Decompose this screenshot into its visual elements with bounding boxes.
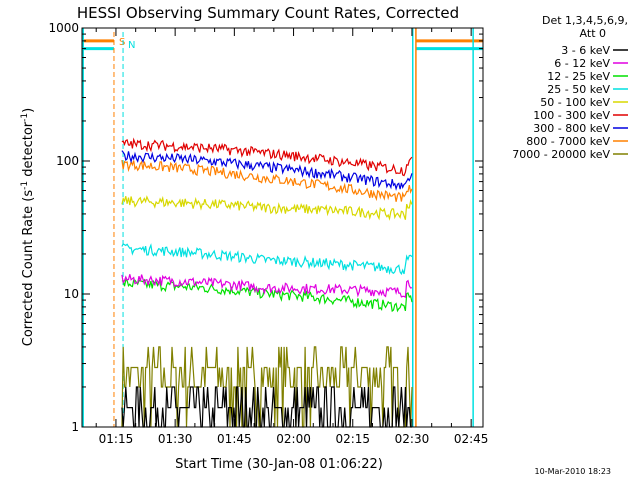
- plot-frame: [81, 27, 484, 428]
- marker-label: N: [128, 40, 135, 51]
- legend-label: 7000 - 20000 keV: [512, 148, 610, 161]
- chart-title: HESSI Observing Summary Count Rates, Cor…: [77, 4, 459, 22]
- y-axis-label-sup2: -1: [20, 113, 30, 122]
- x-tick-label: 01:30: [158, 432, 193, 446]
- legend-label: 100 - 300 keV: [533, 109, 610, 122]
- legend-header-line1: Det 1,3,4,5,6,9,: [542, 14, 628, 27]
- y-axis-label-sup1: -1: [20, 181, 30, 190]
- x-tick-label: 01:15: [99, 432, 134, 446]
- legend-label: 12 - 25 keV: [547, 70, 610, 83]
- legend-label: 25 - 50 keV: [547, 83, 610, 96]
- x-tick-label: 02:15: [335, 432, 370, 446]
- x-axis-label: Start Time (30-Jan-08 01:06:22): [175, 457, 383, 472]
- y-tick-label: 1: [71, 420, 79, 434]
- footer-timestamp: 10-Mar-2010 18:23: [535, 467, 612, 476]
- series-line-5: [121, 137, 413, 177]
- axes: 1 10 100 1000 01:15 01:30 01:45 02:00 02:15 02:30…: [48, 21, 488, 446]
- legend-label: 300 - 800 keV: [533, 122, 610, 135]
- y-tick-label: 100: [56, 154, 79, 168]
- legend-header-line2: Att 0: [580, 27, 606, 40]
- series-line-6: [121, 150, 413, 191]
- x-tick-label: 02:45: [454, 432, 489, 446]
- y-axis-label: Corrected Count Rate (s-1 detector-1): [20, 108, 36, 346]
- y-axis-label-mid: detector: [21, 121, 36, 181]
- y-tick-label: 10: [64, 287, 79, 301]
- series-line-3: [121, 243, 413, 276]
- y-axis-label-end: ): [21, 108, 36, 113]
- legend-label: 800 - 7000 keV: [526, 135, 610, 148]
- series-line-1: [121, 274, 413, 299]
- y-axis-label-main: Corrected Count Rate (s: [21, 190, 36, 347]
- legend-label: 6 - 12 keV: [554, 57, 610, 70]
- marker-label: S: [119, 37, 125, 48]
- x-tick-label: 02:00: [276, 432, 311, 446]
- series-line-0: [121, 386, 412, 428]
- series-line-2: [121, 278, 413, 313]
- series-line-7: [121, 160, 413, 202]
- y-tick-label: 1000: [48, 21, 79, 35]
- series-line-4: [121, 195, 413, 221]
- legend-label: 50 - 100 keV: [540, 96, 610, 109]
- series-line-8: [121, 346, 413, 428]
- legend-label: 3 - 6 keV: [561, 44, 610, 57]
- x-tick-label: 01:45: [217, 432, 252, 446]
- x-tick-label: 02:30: [395, 432, 430, 446]
